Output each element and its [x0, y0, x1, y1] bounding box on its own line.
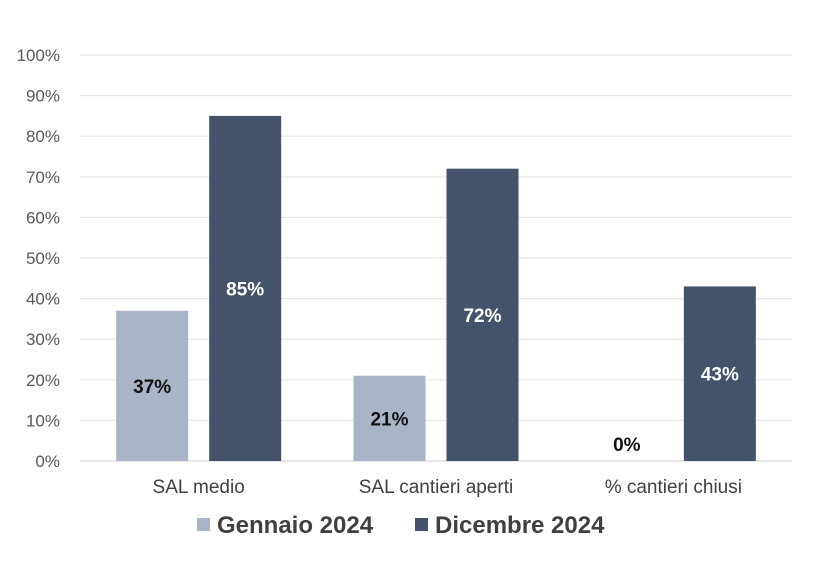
y-tick-label: 80% — [26, 127, 60, 146]
data-label: 0% — [613, 435, 641, 456]
data-label: 85% — [226, 279, 264, 300]
bars — [116, 115, 756, 462]
y-tick-label: 0% — [35, 452, 60, 471]
y-tick-label: 50% — [26, 249, 60, 268]
bar-gennaio-2024 — [116, 310, 189, 461]
bar-dicembre-2024 — [209, 115, 282, 462]
data-label: 72% — [463, 306, 501, 327]
legend-swatch — [415, 518, 428, 531]
legend-label: Gennaio 2024 — [217, 512, 374, 539]
y-tick-label: 60% — [26, 208, 60, 227]
bar-dicembre-2024 — [446, 168, 519, 461]
bar-dicembre-2024 — [683, 286, 756, 461]
x-category-label: SAL medio — [153, 477, 245, 498]
y-tick-label: 100% — [17, 46, 60, 65]
y-tick-label: 70% — [26, 168, 60, 187]
x-category-label: % cantieri chiusi — [605, 477, 742, 498]
x-category-label: SAL cantieri aperti — [359, 477, 514, 498]
y-axis-ticks: 0% 10% 20% 30% 40% 50% 60% 70% 80% 90% 100% — [17, 46, 60, 471]
data-label: 21% — [370, 409, 408, 430]
legend-label: Dicembre 2024 — [435, 512, 605, 539]
y-tick-label: 40% — [26, 290, 60, 309]
y-tick-label: 30% — [26, 330, 60, 349]
y-tick-label: 10% — [26, 411, 60, 430]
y-tick-label: 90% — [26, 87, 60, 106]
data-labels: 37% 85% 21% 72% 0% 43% — [133, 279, 739, 456]
legend-swatch — [197, 518, 210, 531]
data-label: 37% — [133, 377, 171, 398]
bar-gennaio-2024 — [353, 375, 426, 461]
x-axis-categories: SAL medio SAL cantieri aperti % cantieri c… — [153, 477, 742, 498]
data-label: 43% — [701, 365, 739, 386]
gridlines — [80, 54, 792, 462]
legend: Gennaio 2024 Dicembre 2024 — [197, 512, 605, 539]
y-tick-label: 20% — [26, 371, 60, 390]
